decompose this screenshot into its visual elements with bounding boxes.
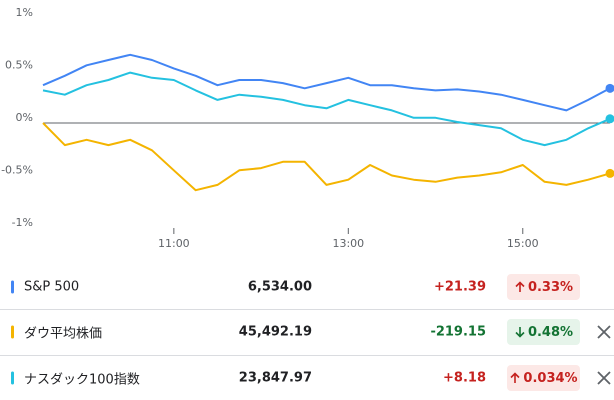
index-row[interactable]: S&P 500 6,534.00 +21.39 0.33% — [0, 265, 614, 309]
x-tick-label: 13:00 — [332, 237, 364, 250]
percent: 0.034% — [523, 370, 578, 386]
y-tick-label: 0.5% — [5, 59, 33, 72]
arrow-down — [515, 327, 525, 338]
end-dot — [605, 114, 614, 124]
index-price: 45,492.19 — [238, 324, 312, 340]
x-tick-label: 11:00 — [158, 237, 190, 250]
remove-button[interactable] — [596, 324, 612, 340]
y-tick-label: 0% — [16, 111, 33, 124]
remove-button[interactable] — [596, 370, 612, 386]
legend-swatch — [11, 371, 14, 385]
end-dot — [605, 168, 614, 178]
series-line — [42, 71, 611, 147]
series-line — [42, 122, 611, 192]
arrow-up — [515, 281, 525, 292]
y-tick-label: -0.5% — [1, 164, 33, 177]
index-name: ダウ平均株価 — [24, 326, 103, 342]
index-name: ナスダック100指数 — [24, 372, 140, 388]
close-icon — [597, 371, 611, 385]
end-dot — [605, 83, 614, 93]
percent-badge: 0.33% — [507, 274, 580, 300]
series-line — [42, 53, 611, 112]
close-icon — [597, 325, 611, 339]
y-tick-label: 1% — [16, 6, 33, 19]
index-change: +8.18 — [443, 370, 486, 386]
index-row[interactable]: ナスダック100指数 23,847.97 +8.18 0.034% — [0, 355, 614, 400]
index-name: S&P 500 — [24, 279, 80, 295]
percent-badge: 0.034% — [507, 365, 580, 391]
y-tick-label: -1% — [12, 216, 33, 229]
x-tick-label: 15:00 — [507, 237, 539, 250]
legend-swatch — [11, 280, 14, 294]
percent: 0.33% — [527, 279, 574, 295]
legend-swatch — [11, 325, 14, 339]
percent-badge: 0.48% — [507, 319, 580, 345]
index-row[interactable]: ダウ平均株価 45,492.19 -219.15 0.48% — [0, 309, 614, 354]
percent: 0.48% — [527, 324, 574, 340]
index-price: 6,534.00 — [247, 279, 312, 295]
arrow-up — [510, 372, 520, 383]
index-change: +21.39 — [433, 279, 486, 295]
index-change: -219.15 — [430, 324, 486, 340]
chart: 1% 0.5% 0% -0.5% -1% 11:00 13:00 15:00 — [1, 6, 614, 250]
index-price: 23,847.97 — [238, 370, 312, 386]
